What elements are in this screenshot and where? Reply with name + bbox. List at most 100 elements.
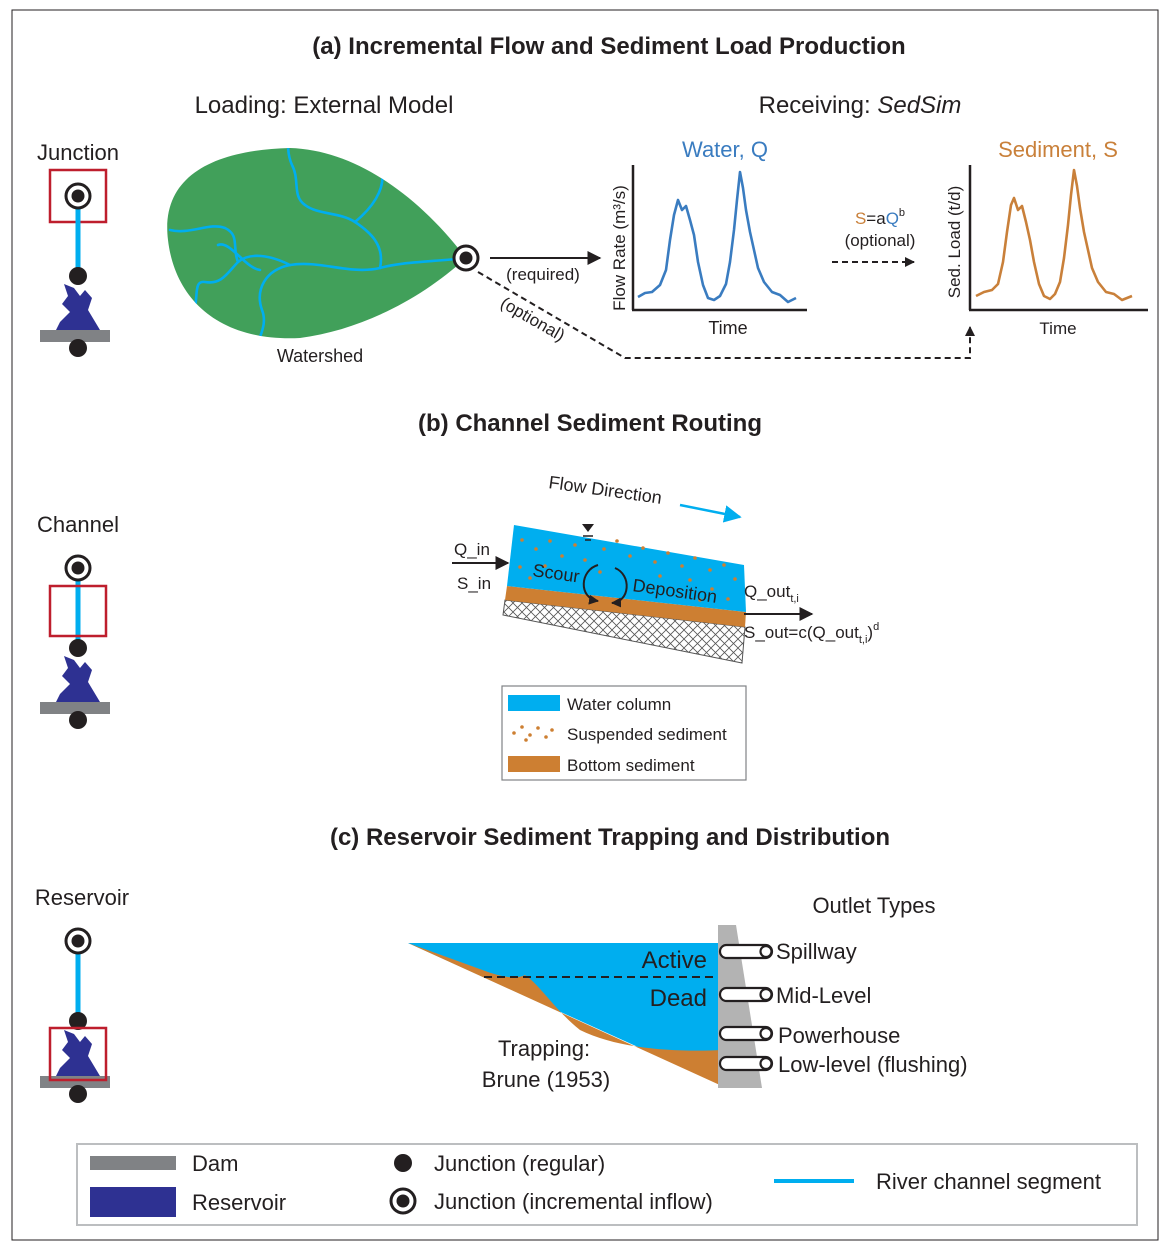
river-network	[216, 243, 262, 272]
legend-bottom-swatch	[508, 756, 560, 772]
section-b-title: (b) Channel Sediment Routing	[418, 410, 762, 437]
outlet-pipe-icon	[759, 1056, 773, 1071]
legend-river-segment-label: River channel segment	[876, 1169, 1101, 1194]
outlet-junction-icon-core	[459, 251, 473, 265]
sediment-series-line	[975, 168, 1133, 302]
symbol-legend-frame	[76, 1143, 1138, 1226]
water-chart: Water, Q Flow Rate (m³/s) Time	[610, 137, 807, 338]
scour-loop-arrow	[582, 564, 599, 605]
outlet-pipe-icon	[759, 987, 773, 1002]
reservoir-schematic	[40, 927, 110, 1103]
outlet-spillway: Spillway	[718, 939, 857, 964]
sediment-chart-xlabel: Time	[1039, 319, 1076, 338]
suspended-sediment-dots	[518, 538, 737, 602]
reservoir-shape	[56, 284, 100, 330]
q-out-label: Q_outt,i	[744, 582, 799, 605]
legend-reservoir-swatch	[90, 1187, 176, 1217]
sediment-chart-title: Sediment, S	[998, 137, 1118, 162]
flow-direction-arrow	[679, 503, 742, 523]
outlet-pipe-icon	[759, 944, 773, 959]
q-in-label: Q_in	[454, 540, 490, 559]
reservoir-shape	[56, 1030, 100, 1076]
junction-incremental-icon-core	[71, 189, 85, 203]
legend-water-swatch	[508, 695, 560, 711]
legend-junction-regular-label: Junction (regular)	[434, 1151, 605, 1176]
junction-side-label: Junction	[37, 140, 119, 165]
active-pool-label: Active	[642, 947, 707, 974]
legend-water-label: Water column	[567, 695, 671, 714]
legend-suspended-label: Suspended sediment	[567, 725, 727, 744]
trapping-method-label: Brune (1953)	[482, 1067, 610, 1092]
dam-bar	[40, 330, 110, 342]
junction-schematic	[40, 168, 110, 357]
water-chart-ylabel: Flow Rate (m³/s)	[610, 185, 629, 311]
watershed	[167, 148, 480, 339]
junction-regular-icon	[69, 267, 87, 285]
outlet-low-level: Low-level (flushing)	[718, 1052, 968, 1077]
channel-side-label: Channel	[37, 512, 119, 537]
water-surface-icon	[582, 524, 594, 532]
dam-bar	[40, 702, 110, 714]
junction-regular-icon	[69, 339, 87, 357]
outlet-mid-level: Mid-Level	[718, 983, 871, 1008]
junction-regular-icon	[69, 1012, 87, 1030]
section-c-title: (c) Reservoir Sediment Trapping and Dist…	[330, 824, 890, 851]
legend-bottom-label: Bottom sediment	[567, 756, 695, 775]
outlet-label: Mid-Level	[776, 983, 871, 1008]
outlet-pipe-icon	[759, 1026, 773, 1041]
trapping-label: Trapping:	[498, 1036, 590, 1061]
outlet-powerhouse: Powerhouse	[718, 1023, 900, 1048]
symbol-legend: Dam Reservoir Junction (regular) Junctio…	[76, 1143, 1138, 1226]
water-column	[507, 525, 746, 612]
water-chart-title: Water, Q	[682, 137, 768, 162]
loading-label: Loading: External Model	[195, 92, 454, 119]
reservoir-highlight-box	[48, 1026, 108, 1082]
outlet-label: Low-level (flushing)	[778, 1052, 968, 1077]
junction-regular-icon	[69, 1085, 87, 1103]
channel-section: Scour Deposition	[502, 524, 746, 664]
dam-wall	[718, 925, 762, 1088]
junction-incremental-icon-core	[71, 561, 85, 575]
outlet-label: Powerhouse	[778, 1023, 900, 1048]
river-network	[190, 254, 292, 317]
water-series-line	[637, 170, 797, 304]
reservoir-side-label: Reservoir	[35, 885, 129, 910]
deposition-loop-arrow	[611, 567, 628, 608]
watershed-label: Watershed	[277, 346, 363, 366]
s-in-label: S_in	[457, 574, 491, 593]
legend-suspended-swatch	[512, 725, 554, 742]
junction-regular-icon	[69, 639, 87, 657]
outlet-label: Spillway	[776, 939, 857, 964]
optional-arrow	[477, 271, 975, 359]
dead-pool-label: Dead	[650, 985, 707, 1012]
river-network	[168, 225, 240, 264]
river-network	[284, 148, 383, 270]
river-network	[256, 256, 466, 339]
legend-reservoir-label: Reservoir	[192, 1190, 286, 1215]
bottom-sediment-layer	[505, 586, 746, 627]
receiving-label: Receiving: SedSim	[759, 92, 962, 119]
rating-equation: S=aQb	[855, 207, 905, 228]
channel-legend: Water column Suspended sediment Bottom s…	[501, 685, 747, 781]
water-chart-xlabel: Time	[708, 318, 747, 338]
sediment-chart-ylabel: Sed. Load (t/d)	[945, 186, 964, 298]
legend-junction-incremental-label: Junction (incremental inflow)	[434, 1189, 713, 1214]
figure-frame	[11, 9, 1159, 1241]
outlet-types-title: Outlet Types	[812, 893, 935, 918]
legend-dam-swatch	[90, 1156, 176, 1170]
legend-dam-label: Dam	[192, 1151, 238, 1176]
flow-direction-label: Flow Direction	[547, 472, 663, 508]
required-label: (required)	[506, 265, 580, 284]
s-out-label: S_out=c(Q_outt,i)d	[744, 621, 879, 646]
channel-highlight-box	[48, 584, 108, 638]
rating-optional-label: (optional)	[845, 231, 916, 250]
section-a-title: (a) Incremental Flow and Sediment Load P…	[312, 33, 905, 60]
reservoir-shape	[56, 656, 100, 702]
watershed-shape	[167, 148, 466, 339]
junction-regular-icon	[69, 711, 87, 729]
reservoir-section: Active Dead	[408, 925, 762, 1088]
reservoir-sediment-deposit	[408, 943, 722, 1086]
sediment-chart: Sediment, S Sed. Load (t/d) Time	[945, 137, 1148, 338]
legend-junction-incremental-icon-core	[396, 1194, 410, 1208]
